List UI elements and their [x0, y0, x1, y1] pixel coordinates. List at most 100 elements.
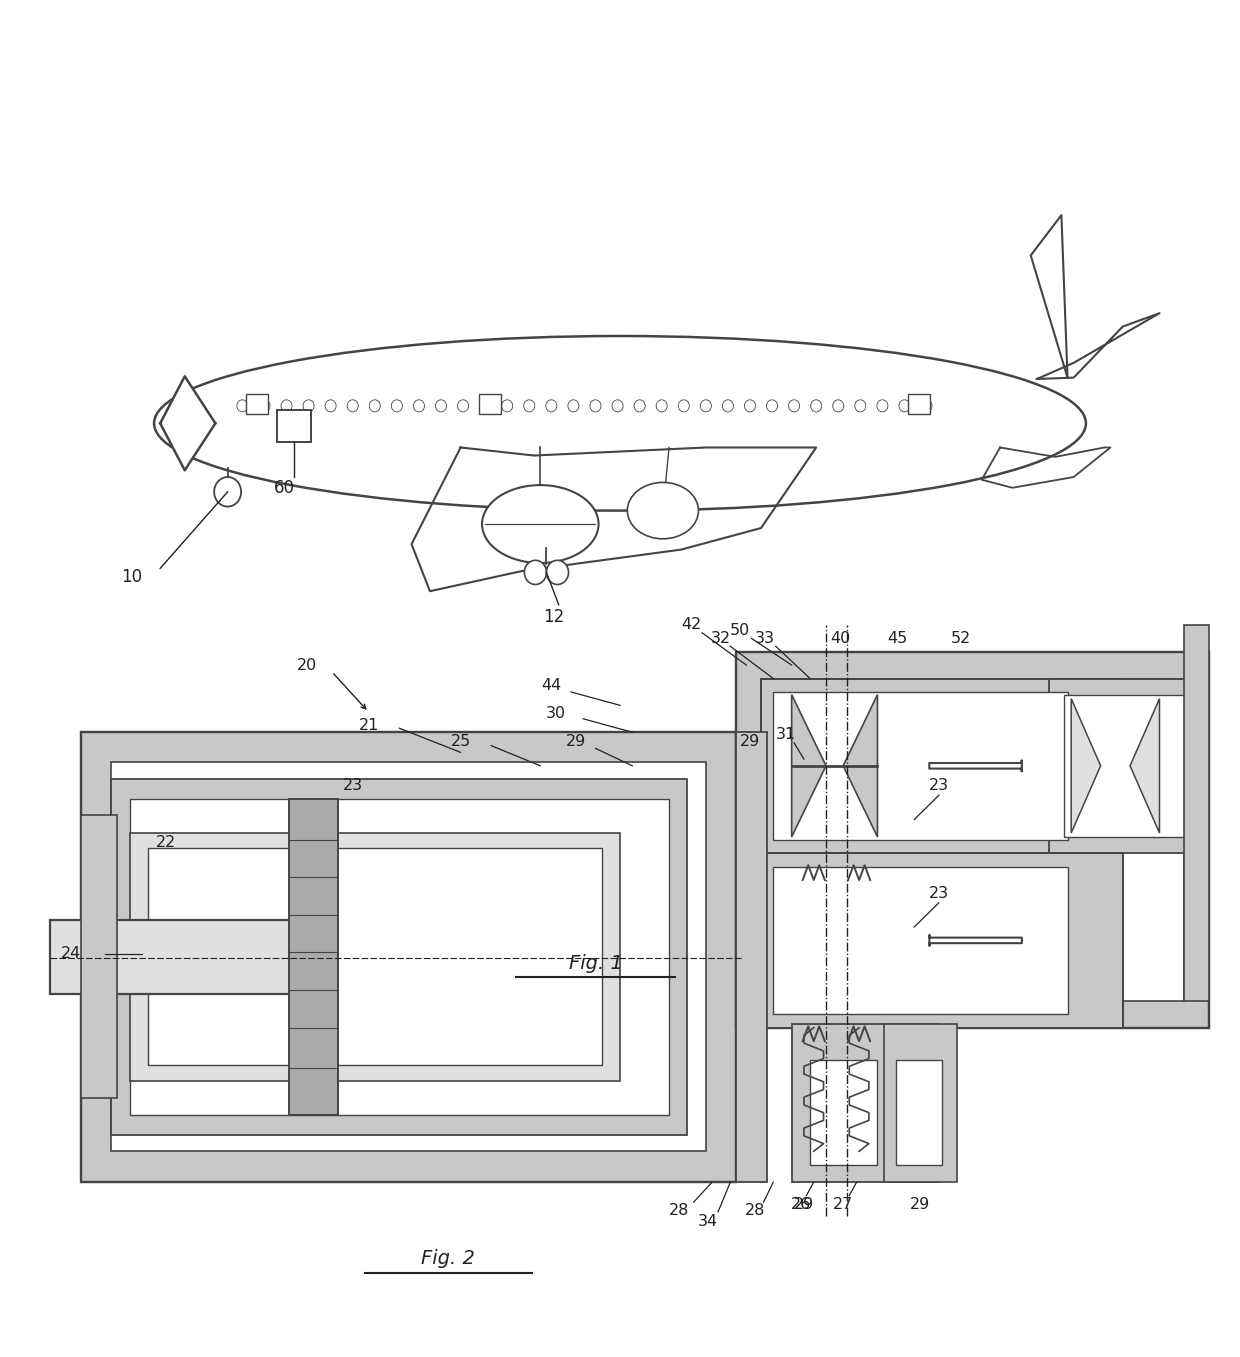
Ellipse shape	[154, 337, 1086, 510]
Circle shape	[435, 400, 446, 413]
Bar	[246, 394, 268, 414]
Bar	[148, 848, 601, 1065]
Text: 29: 29	[910, 1197, 930, 1213]
Circle shape	[744, 400, 755, 413]
Text: 29: 29	[794, 1197, 813, 1213]
Text: 45: 45	[887, 631, 908, 646]
Circle shape	[546, 400, 557, 413]
Circle shape	[347, 400, 358, 413]
Circle shape	[502, 400, 512, 413]
Text: 33: 33	[755, 631, 775, 646]
Circle shape	[678, 400, 689, 413]
Circle shape	[877, 400, 888, 413]
Polygon shape	[843, 695, 878, 837]
Text: 20: 20	[298, 658, 317, 673]
Circle shape	[413, 400, 424, 413]
Text: 12: 12	[543, 608, 564, 626]
Text: 23: 23	[342, 779, 363, 794]
Text: Fig. 2: Fig. 2	[422, 1250, 475, 1269]
Circle shape	[237, 400, 248, 413]
Bar	[737, 733, 768, 1182]
Circle shape	[281, 400, 291, 413]
Text: Fig. 1: Fig. 1	[569, 954, 622, 973]
Circle shape	[525, 560, 547, 585]
Polygon shape	[412, 448, 816, 592]
Text: 27: 27	[833, 1197, 853, 1213]
Text: 50: 50	[730, 623, 750, 638]
Bar	[479, 394, 501, 414]
Circle shape	[613, 400, 622, 413]
Bar	[761, 678, 1184, 1001]
Polygon shape	[982, 448, 1111, 487]
Polygon shape	[160, 376, 216, 471]
Circle shape	[921, 400, 932, 413]
Text: 23: 23	[929, 886, 949, 901]
Circle shape	[259, 400, 270, 413]
Bar	[810, 1060, 878, 1164]
Bar	[112, 761, 706, 1151]
Text: 28: 28	[668, 1202, 689, 1217]
Circle shape	[590, 400, 601, 413]
Circle shape	[325, 400, 336, 413]
Text: 30: 30	[546, 706, 567, 721]
Polygon shape	[1037, 313, 1159, 379]
Circle shape	[766, 400, 777, 413]
Bar	[1184, 624, 1209, 1001]
Polygon shape	[791, 695, 826, 837]
Circle shape	[392, 400, 402, 413]
Circle shape	[480, 400, 491, 413]
Bar	[884, 1023, 957, 1182]
Text: 23: 23	[929, 779, 949, 794]
Ellipse shape	[627, 482, 698, 539]
Text: 28: 28	[745, 1202, 765, 1217]
Bar	[289, 799, 339, 1115]
Text: 10: 10	[122, 567, 143, 586]
Bar	[277, 410, 311, 442]
Polygon shape	[1030, 216, 1068, 377]
Text: 32: 32	[711, 631, 730, 646]
Bar	[50, 920, 295, 995]
Text: 29: 29	[565, 734, 587, 749]
Text: 29: 29	[740, 734, 760, 749]
Circle shape	[789, 400, 800, 413]
Text: 52: 52	[951, 631, 971, 646]
Text: 34: 34	[698, 1213, 718, 1228]
Bar	[774, 692, 1068, 840]
Bar	[112, 779, 687, 1136]
Bar	[774, 867, 1068, 1014]
Text: 31: 31	[775, 727, 796, 742]
Circle shape	[370, 400, 381, 413]
Polygon shape	[1071, 699, 1101, 833]
Circle shape	[723, 400, 733, 413]
Bar	[737, 651, 1209, 1027]
Polygon shape	[1130, 699, 1159, 833]
Text: 24: 24	[61, 946, 81, 961]
Circle shape	[634, 400, 645, 413]
Text: 26: 26	[791, 1197, 812, 1213]
Bar	[81, 733, 737, 1182]
Ellipse shape	[482, 484, 599, 563]
Circle shape	[854, 400, 866, 413]
Text: 40: 40	[831, 631, 851, 646]
Circle shape	[701, 400, 712, 413]
Text: 22: 22	[156, 835, 176, 849]
Circle shape	[547, 560, 568, 585]
Circle shape	[215, 478, 241, 506]
Bar	[761, 678, 1122, 854]
Bar	[737, 651, 1209, 1027]
Text: 21: 21	[358, 718, 379, 733]
Circle shape	[523, 400, 534, 413]
Bar	[129, 799, 670, 1115]
Circle shape	[833, 400, 843, 413]
Text: 60: 60	[274, 479, 295, 497]
Text: 25: 25	[450, 734, 471, 749]
Bar	[761, 854, 1122, 1027]
Bar	[908, 394, 930, 414]
Bar	[81, 733, 737, 1182]
Bar	[1064, 695, 1193, 837]
Bar	[895, 1060, 942, 1164]
Circle shape	[899, 400, 910, 413]
Circle shape	[303, 400, 314, 413]
Circle shape	[568, 400, 579, 413]
Circle shape	[656, 400, 667, 413]
